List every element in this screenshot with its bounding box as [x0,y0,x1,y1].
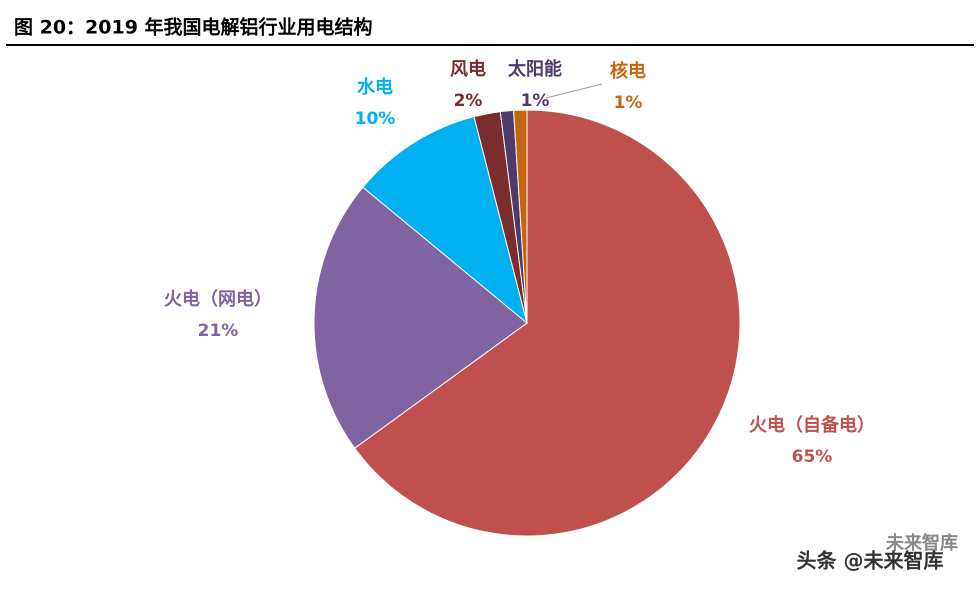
pie-slice [313,186,528,449]
slice-label: 水电 [357,76,393,98]
pie-slice [362,116,528,325]
value-label: 1% [614,93,643,113]
slice-label: 火电（自备电） [749,414,875,436]
value-label: 10% [355,109,396,129]
value-label: 1% [521,91,550,111]
pie-slice [353,109,741,537]
chart-title: 图 20：2019 年我国电解铝行业用电结构 [14,16,373,39]
slice-label: 太阳能 [508,58,562,80]
slice-label: 火电（网电） [164,288,272,310]
value-label: 21% [198,321,239,341]
watermark: 未来智库 [886,532,958,554]
watermark: 头条 @未来智库 [797,549,944,573]
leader-line [545,83,603,99]
value-label: 65% [792,447,833,467]
value-label: 2% [454,91,483,111]
slice-label: 核电 [610,60,646,82]
pie-slice [513,109,528,324]
slice-label: 风电 [450,58,486,80]
